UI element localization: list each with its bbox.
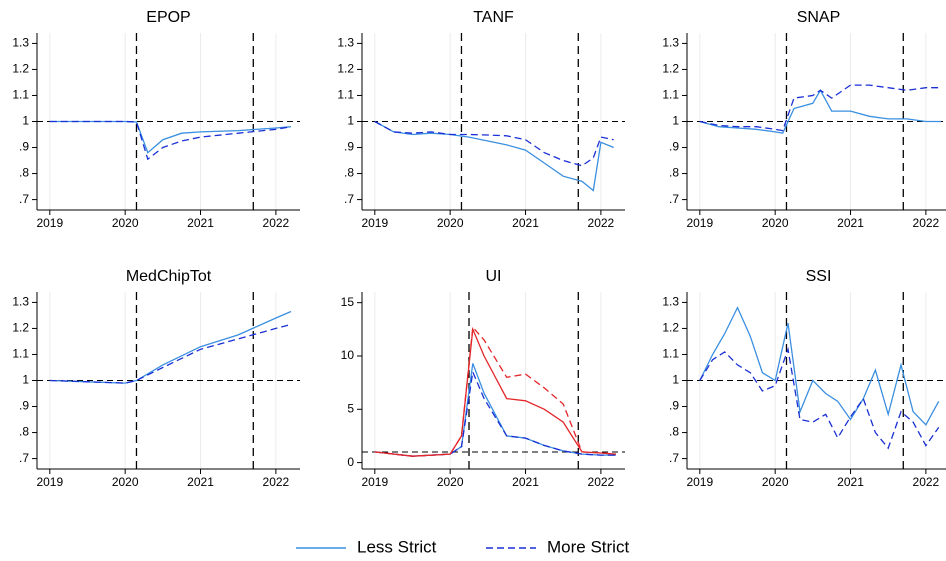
legend-label: Less Strict (357, 537, 437, 556)
y-tick-label: 1.2 (12, 62, 29, 76)
y-tick-label: 1 (672, 114, 679, 128)
series-line (374, 120, 614, 167)
panel-title: SNAP (797, 9, 841, 26)
y-tick-label: 1 (347, 114, 354, 128)
y-tick-label: .9 (669, 140, 679, 154)
series-line (49, 310, 292, 384)
panel-title: MedChipTot (126, 268, 212, 285)
x-tick-label: 2019 (36, 475, 63, 489)
x-tick-label: 2020 (112, 475, 139, 489)
y-tick-label: 1.1 (662, 88, 679, 102)
y-tick-label: .7 (344, 192, 354, 206)
series-line (374, 326, 617, 457)
x-tick-label: 2022 (263, 216, 290, 230)
legend-label: More Strict (547, 537, 629, 556)
series-line (374, 325, 617, 457)
y-tick-label: 1 (22, 373, 29, 387)
x-tick-label: 2019 (361, 216, 388, 230)
y-tick-label: .8 (669, 166, 679, 180)
x-tick-label: 2019 (36, 216, 63, 230)
x-tick-label: 2021 (512, 475, 539, 489)
y-tick-label: 1.3 (12, 36, 29, 50)
x-tick-label: 2022 (263, 475, 290, 489)
y-tick-label: 1.1 (337, 88, 354, 102)
y-tick-label: 0 (347, 455, 354, 469)
x-tick-label: 2020 (437, 475, 464, 489)
x-tick-label: 2020 (112, 216, 139, 230)
series-line (374, 369, 616, 457)
y-tick-label: 10 (341, 348, 355, 362)
panel-title: TANF (473, 9, 514, 26)
x-tick-label: 2019 (686, 475, 713, 489)
series-line (49, 120, 292, 154)
y-tick-label: 1.2 (12, 321, 29, 335)
y-tick-label: .9 (19, 140, 29, 154)
x-tick-label: 2020 (762, 216, 789, 230)
series-line (699, 346, 940, 450)
x-tick-label: 2021 (837, 475, 864, 489)
x-tick-label: 2022 (913, 216, 940, 230)
panel-title: UI (486, 268, 502, 285)
y-tick-label: 5 (347, 401, 354, 415)
y-tick-label: .9 (344, 140, 354, 154)
x-tick-label: 2022 (913, 475, 940, 489)
series-line (49, 323, 292, 384)
y-tick-label: 1.3 (337, 36, 354, 50)
y-tick-label: .9 (19, 399, 29, 413)
x-tick-label: 2021 (187, 216, 214, 230)
y-tick-label: .9 (669, 399, 679, 413)
y-tick-label: .7 (19, 192, 29, 206)
y-tick-label: 1.2 (662, 321, 679, 335)
x-tick-label: 2020 (437, 216, 464, 230)
panel-title: SSI (806, 268, 832, 285)
y-tick-label: 1.1 (662, 347, 679, 361)
y-tick-label: 15 (341, 295, 355, 309)
y-tick-label: .7 (19, 451, 29, 465)
x-tick-label: 2021 (512, 216, 539, 230)
y-tick-label: 1.3 (662, 36, 679, 50)
y-tick-label: .8 (19, 166, 29, 180)
x-tick-label: 2022 (588, 216, 615, 230)
series-line (699, 306, 940, 426)
x-tick-label: 2020 (762, 475, 789, 489)
x-tick-label: 2021 (837, 216, 864, 230)
y-tick-label: 1 (22, 114, 29, 128)
x-tick-label: 2022 (588, 475, 615, 489)
y-tick-label: 1.2 (337, 62, 354, 76)
x-tick-label: 2021 (187, 475, 214, 489)
y-tick-label: .8 (669, 425, 679, 439)
y-tick-label: 1.1 (12, 88, 29, 102)
y-tick-label: 1.2 (662, 62, 679, 76)
panel-title: EPOP (146, 9, 190, 26)
y-tick-label: .7 (669, 451, 679, 465)
series-line (699, 88, 941, 134)
series-line (374, 120, 614, 192)
series-line (49, 120, 292, 161)
series-line (699, 84, 941, 132)
y-tick-label: 1 (672, 373, 679, 387)
y-tick-label: 1.1 (12, 347, 29, 361)
y-tick-label: 1.3 (662, 295, 679, 309)
x-tick-label: 2019 (361, 475, 388, 489)
y-tick-label: 1.3 (12, 295, 29, 309)
y-tick-label: .8 (19, 425, 29, 439)
y-tick-label: .7 (669, 192, 679, 206)
y-tick-label: .8 (344, 166, 354, 180)
x-tick-label: 2019 (686, 216, 713, 230)
